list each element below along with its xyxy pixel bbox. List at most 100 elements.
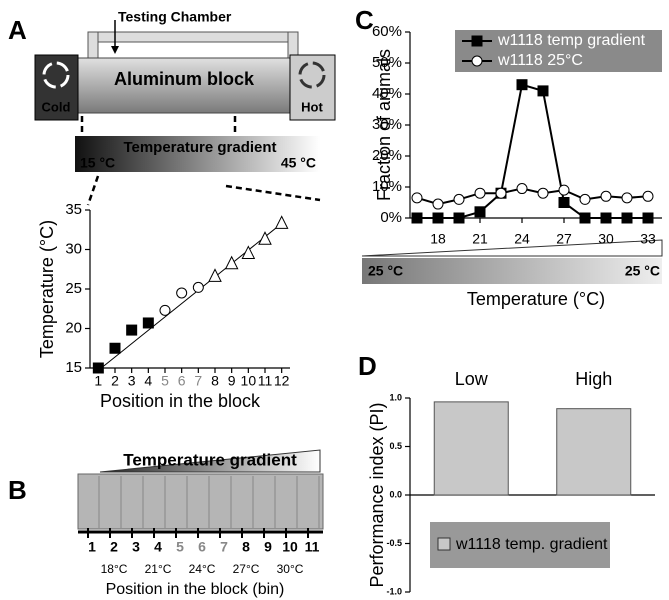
y-tick-label: 1.0 xyxy=(389,392,402,402)
x-tick-label: 11 xyxy=(258,373,273,389)
marker xyxy=(495,187,507,199)
bar xyxy=(556,408,632,496)
legend-entry: w1118 temp. gradient xyxy=(455,536,608,553)
bar xyxy=(433,401,509,496)
marker xyxy=(537,85,549,97)
gradient-label: Temperature gradient xyxy=(123,450,297,469)
block-label: Aluminum block xyxy=(114,69,255,89)
x-axis-label: Temperature (°C) xyxy=(467,289,605,309)
marker xyxy=(471,55,483,67)
bin-temp: 24°C xyxy=(189,562,216,576)
marker xyxy=(642,190,654,202)
hot-label: Hot xyxy=(301,99,323,114)
y-tick-label: 35 xyxy=(65,201,82,218)
marker xyxy=(411,212,423,224)
y-tick-label: 25 xyxy=(65,280,82,297)
bin-label: 4 xyxy=(154,539,162,555)
x-tick-label: 8 xyxy=(211,373,219,389)
apparatus: Testing Chamber Aluminum block Cold Hot … xyxy=(34,9,336,206)
series-line xyxy=(417,83,648,219)
y-tick-label: 30% xyxy=(372,116,402,133)
x-tick-label: 18 xyxy=(430,231,446,247)
series-line xyxy=(416,187,649,206)
y-tick-label: 20 xyxy=(65,319,82,336)
y-tick-label: 60% xyxy=(372,23,402,40)
marker xyxy=(453,212,465,224)
marker xyxy=(241,245,256,259)
marker xyxy=(92,362,104,374)
marker xyxy=(432,212,444,224)
marker xyxy=(558,184,570,196)
gradient-low: 15 °C xyxy=(80,155,115,171)
y-tick-label: 0% xyxy=(380,209,402,226)
marker xyxy=(453,193,465,205)
bin-label: 1 xyxy=(88,539,96,555)
x-tick-label: 21 xyxy=(472,231,488,247)
x-tick-label: 9 xyxy=(228,373,236,389)
marker xyxy=(432,198,444,210)
bin-temp: 27°C xyxy=(233,562,260,576)
marker xyxy=(274,215,289,229)
bin-label: 11 xyxy=(305,539,320,555)
x-tick-label: 4 xyxy=(144,373,152,389)
x-tick-label: 30 xyxy=(598,231,614,247)
bin-label: 6 xyxy=(198,539,206,555)
gradient-label: Temperature gradient xyxy=(123,139,276,156)
x-tick-label: 12 xyxy=(274,373,290,389)
bin-label: 9 xyxy=(264,539,272,555)
marker xyxy=(600,212,612,224)
panel-letter: D xyxy=(358,351,377,381)
y-tick-label: 0.5 xyxy=(389,441,402,451)
marker xyxy=(600,190,612,202)
x-tick-label: 10 xyxy=(241,373,257,389)
bin-label: 5 xyxy=(176,539,184,555)
y-tick-label: -1.0 xyxy=(386,586,402,596)
legend-entry: w1118 temp gradient xyxy=(497,32,646,49)
bin-temp: 30°C xyxy=(277,562,304,576)
x-tick-label: 2 xyxy=(111,373,119,389)
y-axis-label: Fraction of animals xyxy=(374,49,394,201)
marker xyxy=(109,342,121,354)
bin-label: 2 xyxy=(110,539,118,555)
marker xyxy=(126,324,138,336)
y-axis-label: Performance index (PI) xyxy=(367,402,387,587)
gradient-right: 25 °C xyxy=(625,263,660,279)
x-tick-label: 1 xyxy=(94,373,102,389)
legend-swatch xyxy=(437,537,451,551)
x-tick-label: 6 xyxy=(178,373,186,389)
y-tick-label: 0.0 xyxy=(389,489,402,499)
marker xyxy=(516,79,528,91)
bin-label: 7 xyxy=(220,539,228,555)
x-axis-label: Position in the block (bin) xyxy=(106,581,285,598)
marker xyxy=(208,268,222,282)
legend-box xyxy=(455,30,662,72)
y-axis-label: Temperature (°C) xyxy=(37,220,57,358)
marker xyxy=(621,212,633,224)
marker xyxy=(579,212,591,224)
legend-entry: w1118 25°C xyxy=(497,52,583,69)
category-label: High xyxy=(575,369,612,389)
y-tick-label: 15 xyxy=(65,359,82,376)
legend-box xyxy=(430,522,610,568)
marker xyxy=(474,187,486,199)
marker xyxy=(471,35,483,47)
y-tick-label: -0.5 xyxy=(386,538,402,548)
bin-label: 3 xyxy=(132,539,140,555)
marker xyxy=(642,212,654,224)
y-tick-label: 10% xyxy=(372,178,402,195)
chamber-label: Testing Chamber xyxy=(118,9,232,25)
bin-label: 10 xyxy=(282,539,298,555)
marker xyxy=(224,255,239,270)
marker xyxy=(258,231,272,245)
x-tick-label: 3 xyxy=(128,373,136,389)
marker xyxy=(474,206,486,218)
gradient-bar xyxy=(362,258,662,284)
x-axis-label: Position in the block xyxy=(100,391,261,411)
panel-letter: A xyxy=(8,15,27,45)
x-tick-label: 33 xyxy=(640,231,656,247)
x-tick-label: 27 xyxy=(556,231,572,247)
panel-letter: C xyxy=(355,5,374,35)
x-tick-label: 24 xyxy=(514,231,530,247)
bin-photo: Temperature gradient Position in the blo… xyxy=(77,449,324,598)
